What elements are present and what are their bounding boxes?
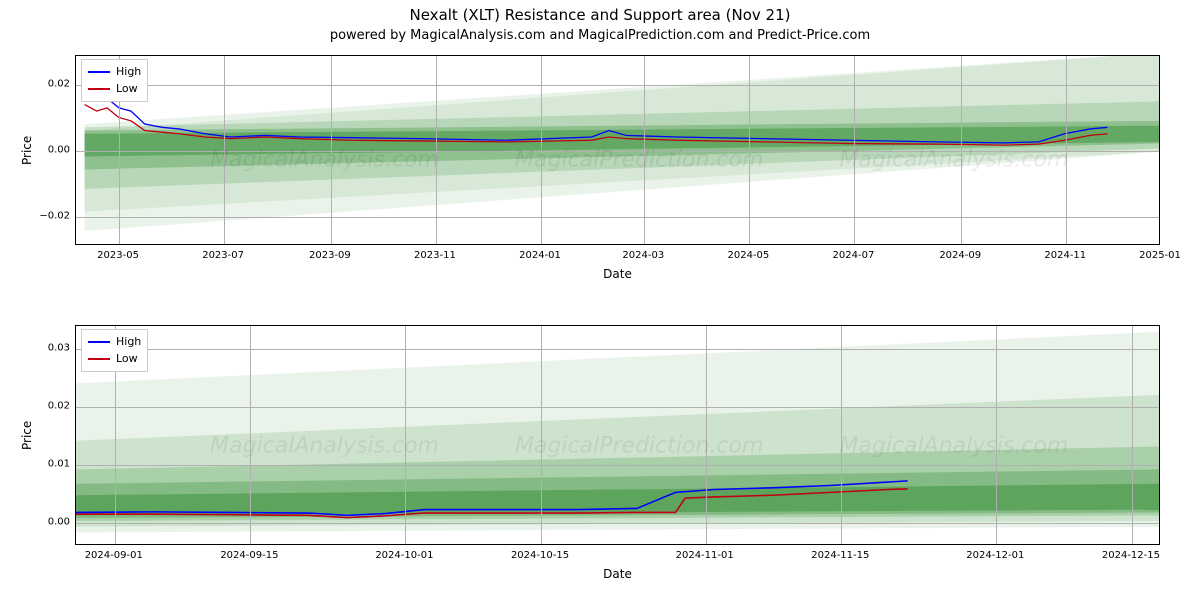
chart-bottom: 2024-09-01 2024-09-15 2024-10-01 2024-10-15… bbox=[0, 0, 1200, 600]
x-tick-label: 2024-11-01 bbox=[676, 550, 734, 561]
legend: HighLow bbox=[81, 329, 148, 372]
x-axis-label: Date bbox=[75, 567, 1160, 581]
plot-area-bottom bbox=[75, 325, 1160, 545]
y-tick-label: 0.00 bbox=[30, 516, 70, 527]
figure: Nexalt (XLT) Resistance and Support area… bbox=[0, 0, 1200, 600]
x-tick-label: 2024-11-15 bbox=[811, 550, 869, 561]
x-tick-label: 2024-10-15 bbox=[511, 550, 569, 561]
gridline-horizontal bbox=[76, 407, 1159, 408]
x-tick-label: 2024-09-01 bbox=[85, 550, 143, 561]
legend-swatch bbox=[88, 358, 110, 360]
gridline-vertical bbox=[405, 326, 406, 544]
gridline-vertical bbox=[1132, 326, 1133, 544]
gridline-vertical bbox=[996, 326, 997, 544]
x-tick-label: 2024-12-15 bbox=[1102, 550, 1160, 561]
gridline-vertical bbox=[541, 326, 542, 544]
y-tick-label: 0.03 bbox=[30, 343, 70, 354]
gridline-horizontal bbox=[76, 349, 1159, 350]
legend-label: High bbox=[116, 334, 141, 351]
y-tick-label: 0.02 bbox=[30, 401, 70, 412]
y-tick-label: 0.01 bbox=[30, 458, 70, 469]
legend-item: Low bbox=[88, 351, 141, 368]
gridline-vertical bbox=[706, 326, 707, 544]
x-tick-label: 2024-10-01 bbox=[375, 550, 433, 561]
y-axis-label: Price bbox=[20, 421, 34, 450]
gridline-vertical bbox=[841, 326, 842, 544]
gridline-horizontal bbox=[76, 523, 1159, 524]
legend-swatch bbox=[88, 341, 110, 343]
legend-label: Low bbox=[116, 351, 138, 368]
x-tick-label: 2024-12-01 bbox=[966, 550, 1024, 561]
gridline-vertical bbox=[250, 326, 251, 544]
x-tick-label: 2024-09-15 bbox=[220, 550, 278, 561]
legend-item: High bbox=[88, 334, 141, 351]
gridline-horizontal bbox=[76, 465, 1159, 466]
